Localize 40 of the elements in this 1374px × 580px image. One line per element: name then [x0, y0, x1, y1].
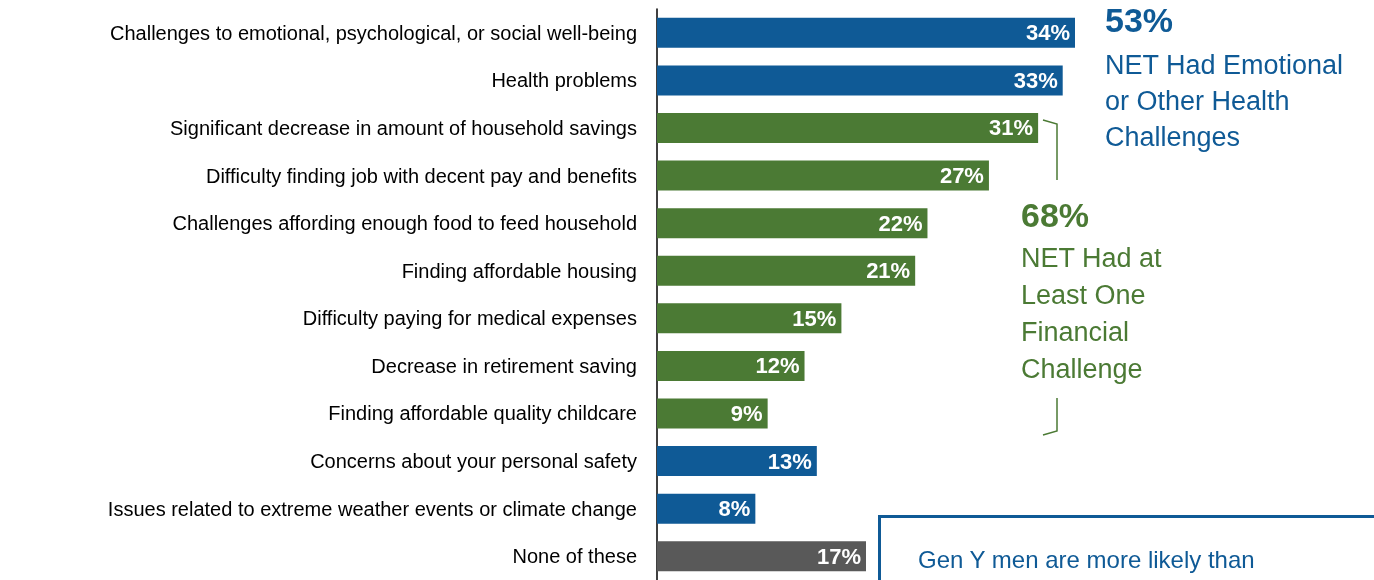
data-label: 27% [939, 163, 984, 189]
y-tick-label: Decrease in retirement saving [371, 354, 637, 377]
annotation: Gen Y men are more likely than [918, 545, 1256, 575]
bar [657, 208, 928, 239]
y-tick-label: Challenges affording enough food to feed household [172, 212, 637, 235]
annotation: 68% [1021, 195, 1091, 235]
y-tick-label: Health problems [491, 69, 637, 92]
bar [657, 541, 866, 572]
bar [657, 255, 916, 286]
y-tick-label: Difficulty paying for medical expenses [302, 307, 637, 330]
data-label: 9% [730, 400, 763, 426]
bar [657, 446, 817, 477]
data-label: 31% [989, 115, 1034, 141]
bar [657, 303, 842, 334]
data-label: 34% [1025, 20, 1070, 46]
text: 53% [1105, 0, 1175, 40]
bar [657, 17, 1075, 48]
y-tick-label: Challenges to emotional, psychological, or social well-being [110, 21, 637, 44]
y-tick-label: Finding affordable quality childcare [328, 402, 637, 425]
data-label: 8% [718, 496, 751, 522]
text: NET Had Emotional or Other Health Challenges [1105, 49, 1345, 154]
data-label: 22% [878, 210, 923, 236]
data-label: 15% [792, 305, 837, 331]
data-label: 12% [755, 353, 800, 379]
data-label: 21% [866, 258, 911, 284]
data-label: 13% [767, 448, 812, 474]
y-tick-label: Finding affordable housing [401, 259, 637, 282]
y-tick-label: Significant decrease in amount of household savings [170, 116, 637, 139]
bar [657, 112, 1039, 143]
annotation: NET Had at Least One Financial Challenge [1021, 242, 1163, 386]
bar [657, 398, 768, 429]
y-tick-label: Issues related to extreme weather events or climate change [107, 497, 637, 520]
y-tick-label: Difficulty finding job with decent pay and benefits [205, 164, 637, 187]
data-label: 17% [816, 543, 861, 569]
bar [657, 350, 805, 381]
y-tick-label: Concerns about your personal safety [310, 450, 637, 473]
bar [657, 160, 989, 191]
y-tick-label: None of these [512, 545, 637, 568]
data-label: 33% [1013, 67, 1058, 93]
bar [657, 65, 1063, 96]
